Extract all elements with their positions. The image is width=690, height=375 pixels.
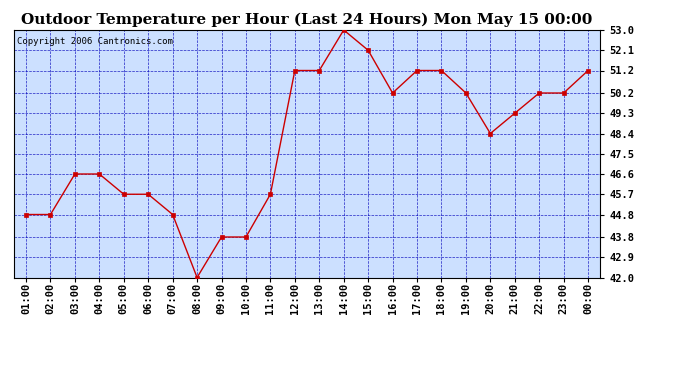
Title: Outdoor Temperature per Hour (Last 24 Hours) Mon May 15 00:00: Outdoor Temperature per Hour (Last 24 Ho… xyxy=(21,13,593,27)
Text: Copyright 2006 Cantronics.com: Copyright 2006 Cantronics.com xyxy=(17,38,172,46)
